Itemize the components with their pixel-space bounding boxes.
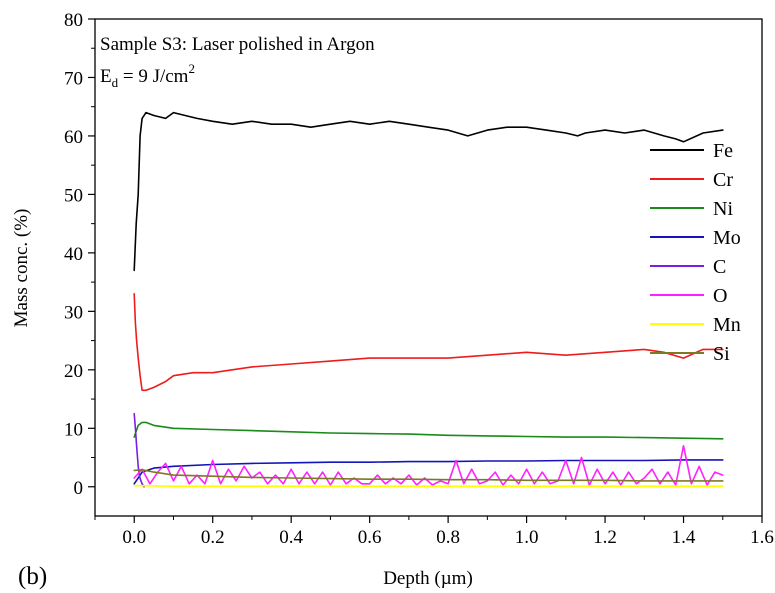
legend-label-fe: Fe xyxy=(713,140,733,162)
legend: Fe Cr Ni Mo CO Mn Si xyxy=(650,140,741,365)
annotation-energy-sup: 2 xyxy=(188,61,195,76)
annotation-sample: Sample S3: Laser polished in Argon xyxy=(100,34,375,55)
annotation-energy: Ed = 9 J/cm2 xyxy=(100,61,195,90)
legend-label-c: C xyxy=(713,256,726,278)
x-tick-label: 1.2 xyxy=(593,527,617,548)
x-tick-label: 0.8 xyxy=(436,527,460,548)
annotation-energy-value: = 9 J/cm xyxy=(118,66,189,87)
y-tick-label: 80 xyxy=(64,10,83,31)
series-line-ni xyxy=(133,421,724,440)
x-tick-label: 0.6 xyxy=(358,527,382,548)
series-line-fe xyxy=(133,111,724,272)
y-tick-label: 50 xyxy=(64,185,83,206)
annotation-energy-e: E xyxy=(100,66,112,87)
y-tick-label: 10 xyxy=(64,419,83,440)
series-line-si xyxy=(133,468,724,482)
plot-frame xyxy=(94,18,763,517)
x-axis-ticks: 0.0 0.2 0.4 0.6 0.8 1.0 1.2 1.4 1.6 xyxy=(94,516,774,548)
x-tick-label: 1.0 xyxy=(515,527,539,548)
series-line-mn xyxy=(133,484,724,488)
y-tick-label: 30 xyxy=(64,302,83,323)
x-tick-label: 1.6 xyxy=(750,527,774,548)
x-tick-label: 0.0 xyxy=(122,527,146,548)
legend-label-o: O xyxy=(713,285,727,307)
x-axis-title: Depth (µm) xyxy=(383,568,473,589)
y-axis-ticks: 0 10 20 30 40 50 60 70 80 xyxy=(64,10,95,499)
series-line-mo xyxy=(133,459,724,485)
legend-label-cr: Cr xyxy=(713,169,733,191)
series-line-o xyxy=(133,444,724,486)
legend-label-ni: Ni xyxy=(713,198,733,220)
y-tick-label: 40 xyxy=(64,244,83,265)
x-tick-label: 0.4 xyxy=(279,527,303,548)
legend-label-si: Si xyxy=(713,343,730,365)
y-tick-label: 60 xyxy=(64,127,83,148)
series-lines xyxy=(133,111,724,488)
legend-label-mn: Mn xyxy=(713,314,741,336)
legend-label-mo: Mo xyxy=(713,227,741,249)
y-tick-label: 0 xyxy=(74,478,84,499)
x-tick-label: 0.2 xyxy=(201,527,225,548)
y-axis-title: Mass conc. (%) xyxy=(11,209,32,328)
panel-label: (b) xyxy=(18,563,47,590)
series-line-cr xyxy=(133,292,724,392)
annotation-energy-sub: d xyxy=(112,75,119,90)
x-tick-label: 1.4 xyxy=(672,527,696,548)
y-tick-label: 70 xyxy=(64,68,83,89)
y-tick-label: 20 xyxy=(64,361,83,382)
